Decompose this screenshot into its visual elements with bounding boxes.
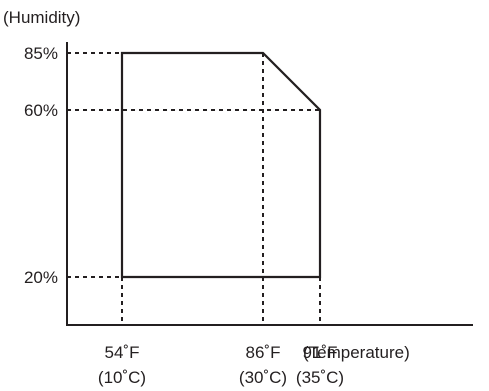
- x-tick-sublabel-86: (30˚C): [239, 368, 287, 387]
- y-tick-label-20: 20%: [24, 268, 58, 287]
- y-axis-label: (Humidity): [3, 8, 80, 27]
- dashed-guides: [67, 52, 321, 325]
- operating-region-outline: [120, 51, 322, 279]
- axes: [66, 42, 473, 326]
- x-tick-label-54: 54˚F: [105, 343, 140, 362]
- y-tick-label-60: 60%: [24, 101, 58, 120]
- x-axis-label: (Temperature): [303, 343, 410, 362]
- x-tick-sublabel-54: (10˚C): [98, 368, 146, 387]
- y-tick-labels: 85% 60% 20%: [24, 44, 58, 287]
- y-tick-label-85: 85%: [24, 44, 58, 63]
- axis-lines: [66, 42, 473, 326]
- x-tick-labels: 54˚F (10˚C) 86˚F (30˚C) 91˚F (35˚C): [98, 343, 344, 387]
- x-tick-label-91: 91˚F: [303, 343, 338, 362]
- x-tick-label-86: 86˚F: [246, 343, 281, 362]
- x-tick-sublabel-91: (35˚C): [296, 368, 344, 387]
- operating-region: [120, 51, 322, 279]
